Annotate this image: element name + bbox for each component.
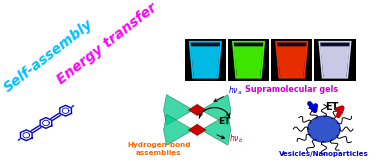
- FancyBboxPatch shape: [314, 39, 356, 81]
- FancyBboxPatch shape: [228, 39, 269, 81]
- Polygon shape: [234, 42, 263, 46]
- Text: Energy transfer: Energy transfer: [54, 0, 159, 87]
- Text: Hydrogen-bond
assemblies: Hydrogen-bond assemblies: [127, 142, 191, 156]
- Polygon shape: [164, 115, 193, 145]
- Circle shape: [308, 116, 340, 142]
- Polygon shape: [201, 115, 231, 145]
- Text: ET: ET: [218, 117, 230, 126]
- Text: Self-assembly: Self-assembly: [1, 17, 96, 95]
- Text: Supramolecular gels: Supramolecular gels: [245, 85, 338, 94]
- Polygon shape: [277, 46, 307, 77]
- Polygon shape: [201, 95, 231, 125]
- Text: $h\nu_b$: $h\nu_b$: [229, 132, 243, 145]
- Polygon shape: [320, 46, 350, 77]
- Text: Vesicles/Nanoparticles: Vesicles/Nanoparticles: [279, 151, 369, 157]
- Polygon shape: [189, 104, 206, 116]
- Polygon shape: [189, 124, 206, 135]
- Polygon shape: [164, 95, 193, 125]
- Polygon shape: [234, 46, 263, 77]
- Polygon shape: [277, 42, 307, 46]
- FancyBboxPatch shape: [271, 39, 312, 81]
- Polygon shape: [191, 46, 220, 77]
- Text: $h\nu_a$: $h\nu_a$: [228, 85, 242, 97]
- Text: ET: ET: [325, 102, 338, 112]
- FancyBboxPatch shape: [185, 39, 226, 81]
- Polygon shape: [191, 42, 220, 46]
- Polygon shape: [320, 42, 350, 46]
